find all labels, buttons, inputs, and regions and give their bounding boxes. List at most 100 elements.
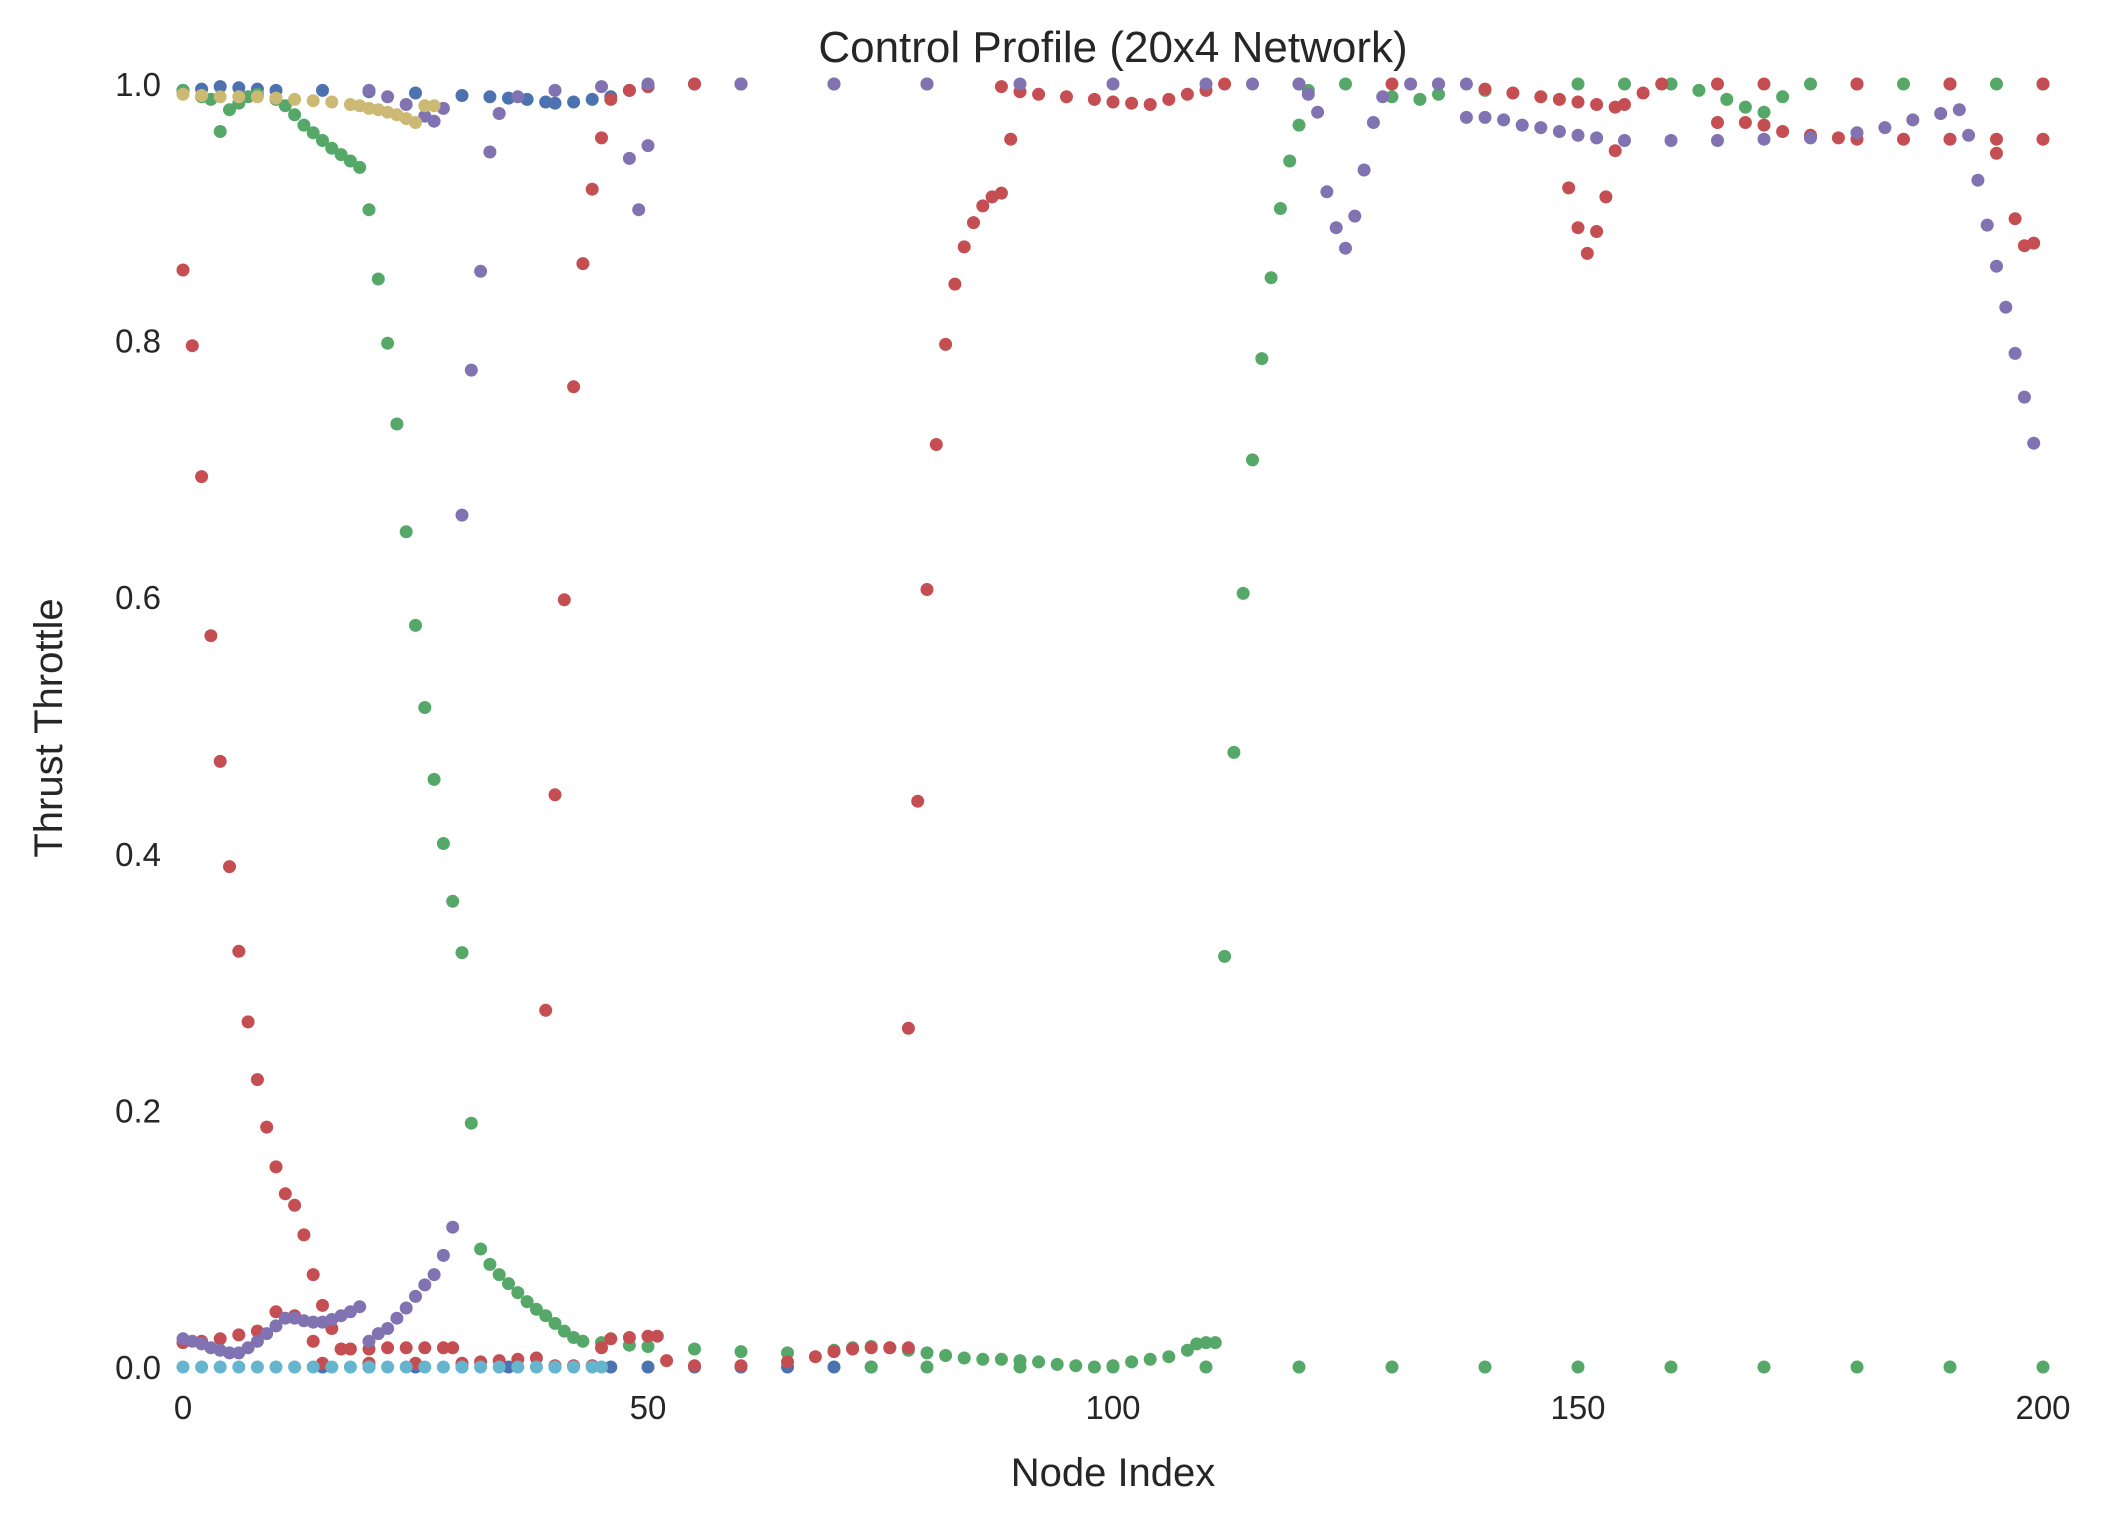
data-point: [1199, 1336, 1213, 1350]
data-point: [1971, 173, 1985, 187]
data-point: [1385, 77, 1399, 91]
data-point: [306, 1315, 320, 1329]
x-axis-label: Node Index: [1011, 1451, 1216, 1495]
data-point: [1478, 110, 1492, 124]
data-point: [641, 77, 655, 91]
data-point: [1311, 105, 1325, 119]
data-point: [548, 1360, 562, 1374]
data-point: [1404, 77, 1418, 91]
data-point: [1292, 1360, 1306, 1374]
data-point: [306, 126, 320, 140]
data-point: [455, 1360, 469, 1374]
data-point: [511, 1360, 525, 1374]
data-point: [418, 99, 432, 113]
data-point: [436, 1341, 450, 1355]
data-point: [1125, 96, 1139, 110]
data-point: [1720, 92, 1734, 106]
data-point: [1943, 77, 1957, 91]
data-point: [939, 1349, 953, 1362]
data-point: [1246, 453, 1259, 467]
x-tick-label: 200: [2015, 1389, 2070, 1426]
data-point: [604, 1332, 618, 1346]
data-point: [1376, 90, 1390, 104]
data-point: [548, 96, 562, 110]
data-point: [622, 1331, 636, 1344]
data-point: [353, 1300, 367, 1314]
data-point: [446, 894, 460, 908]
data-point: [399, 1301, 413, 1315]
data-point: [994, 80, 1008, 94]
data-point: [1208, 1336, 1222, 1350]
data-point: [260, 1120, 274, 1134]
data-point: [316, 1298, 329, 1312]
data-point: [632, 203, 646, 217]
data-point: [688, 1342, 701, 1356]
data-point: [734, 77, 748, 91]
chart-title: Control Profile (20x4 Network): [818, 23, 1407, 72]
data-point: [1618, 98, 1631, 111]
data-point: [2027, 436, 2041, 450]
data-point: [343, 1342, 357, 1356]
data-point: [1980, 218, 1994, 232]
data-point: [381, 1341, 395, 1355]
data-point: [688, 77, 701, 91]
data-point: [1878, 121, 1892, 135]
x-tick-label: 50: [630, 1389, 667, 1426]
data-point: [1571, 221, 1585, 235]
data-point: [901, 1341, 915, 1355]
data-point: [316, 134, 329, 147]
data-point: [567, 380, 581, 394]
data-point: [734, 1345, 748, 1359]
series-6: [176, 1360, 608, 1374]
data-point: [1608, 144, 1622, 158]
data-point: [464, 363, 478, 377]
data-point: [994, 186, 1008, 200]
data-point: [185, 339, 199, 353]
data-point: [994, 1352, 1008, 1366]
data-point: [1301, 87, 1315, 101]
data-point: [436, 1248, 450, 1262]
data-point: [604, 92, 618, 106]
data-point: [1339, 241, 1352, 255]
data-point: [911, 794, 925, 808]
data-point: [1934, 107, 1948, 120]
data-point: [641, 1340, 655, 1353]
data-point: [957, 1351, 971, 1365]
data-point: [1497, 113, 1511, 127]
data-point: [176, 263, 190, 277]
data-point: [213, 1332, 227, 1346]
data-point: [250, 1073, 264, 1087]
data-point: [1050, 1357, 1064, 1371]
data-point: [427, 772, 441, 786]
data-point: [1831, 131, 1845, 145]
data-point: [1711, 116, 1724, 129]
data-point: [325, 95, 339, 109]
data-point: [1032, 1355, 1046, 1369]
data-point: [381, 1322, 395, 1335]
series-1: [176, 77, 878, 1374]
data-point: [622, 83, 636, 97]
x-axis-tick-labels: 0 50 100 150 200: [174, 1389, 2071, 1426]
data-point: [1599, 190, 1613, 204]
data-point: [362, 83, 376, 97]
data-point: [576, 257, 590, 271]
data-point: [641, 1360, 655, 1374]
data-point: [418, 1360, 432, 1374]
data-point: [250, 1334, 264, 1348]
data-point: [1850, 1360, 1864, 1374]
data-point: [2036, 1360, 2050, 1374]
data-point: [502, 1360, 515, 1374]
data-point: [595, 80, 608, 94]
data-point: [446, 1220, 460, 1234]
data-point: [288, 1360, 302, 1374]
data-point: [734, 1359, 748, 1373]
data-point: [557, 1324, 571, 1338]
data-point: [920, 1360, 934, 1374]
data-point: [1757, 1360, 1771, 1374]
data-point: [371, 272, 385, 286]
data-point: [418, 701, 432, 714]
data-point: [223, 103, 236, 117]
data-point: [213, 90, 227, 104]
data-point: [474, 264, 488, 278]
data-point: [418, 1341, 432, 1355]
